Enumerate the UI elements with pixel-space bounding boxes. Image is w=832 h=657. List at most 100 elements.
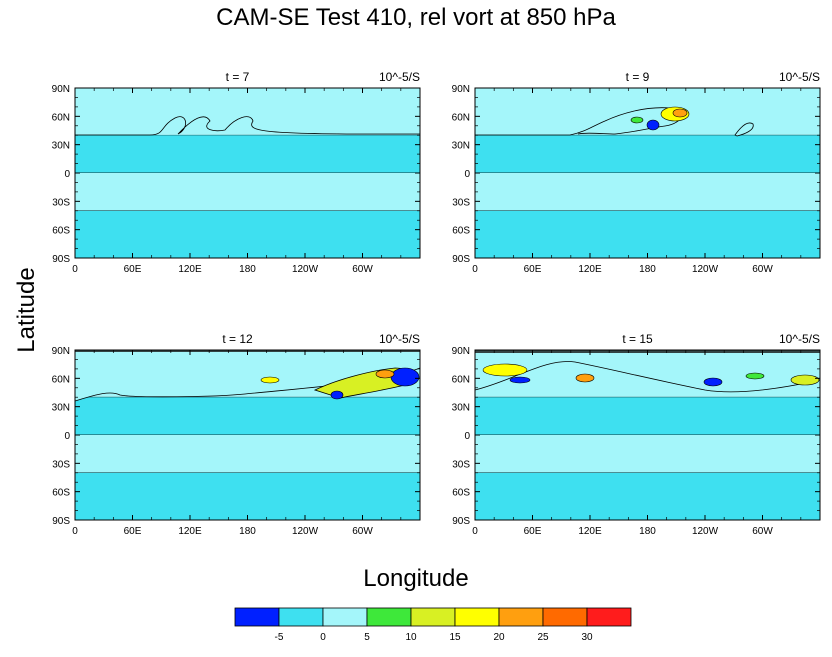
y-tick-label: 30S — [52, 197, 70, 208]
x-tick-label: 120E — [178, 526, 202, 537]
x-tick-label: 60E — [524, 526, 542, 537]
vortex-feature — [482, 363, 528, 377]
vortex-feature — [75, 116, 420, 136]
colorbar-label: 10 — [405, 632, 417, 643]
vortex-features — [75, 116, 420, 136]
vortex-feature — [260, 376, 280, 384]
vortex-features — [475, 106, 754, 137]
y-tick-label: 90S — [452, 254, 470, 265]
y-tick-label: 60N — [452, 374, 470, 385]
vortex-feature — [509, 376, 531, 384]
vortex-feature — [745, 372, 765, 380]
y-tick-label: 90S — [52, 254, 70, 265]
colorbar-label: 20 — [493, 632, 505, 643]
y-tick-label: 0 — [464, 431, 470, 442]
vorticity-band-4 — [75, 210, 420, 258]
vortex-feature — [375, 369, 395, 379]
vortex-feature — [575, 373, 595, 383]
y-tick-label: 90S — [452, 516, 470, 527]
vorticity-band-4 — [475, 210, 820, 258]
vortex-feature — [646, 119, 660, 131]
vorticity-band-4 — [75, 472, 420, 520]
vorticity-band-3 — [475, 435, 820, 473]
x-tick-label: 60E — [124, 264, 142, 275]
x-tick-label: 180 — [639, 526, 656, 537]
x-tick-label: 180 — [239, 264, 256, 275]
vorticity-band-3 — [475, 173, 820, 211]
x-tick-label: 60E — [524, 264, 542, 275]
colorbar-swatch — [366, 607, 412, 627]
vortex-feature — [630, 116, 644, 124]
x-axis-label: Longitude — [363, 565, 469, 592]
y-tick-label: 60N — [452, 112, 470, 123]
y-tick-label: 0 — [64, 169, 70, 180]
x-tick-label: 60W — [752, 264, 773, 275]
y-tick-label: 90N — [52, 346, 70, 357]
vorticity-band-2 — [75, 397, 420, 435]
colorbar-swatch — [322, 607, 368, 627]
panel-time-label: t = 15 — [622, 332, 653, 346]
colorbar-swatch — [586, 607, 632, 627]
x-tick-label: 60W — [352, 264, 373, 275]
y-tick-label: 90N — [452, 346, 470, 357]
panel-time-label: t = 12 — [222, 332, 253, 346]
x-tick-label: 0 — [72, 526, 78, 537]
vortex-feature — [734, 122, 754, 137]
colorbar-swatch — [410, 607, 456, 627]
vorticity-band-2 — [475, 135, 820, 173]
x-tick-label: 120E — [578, 264, 602, 275]
colorbar-swatch — [542, 607, 588, 627]
vorticity-band-4 — [475, 472, 820, 520]
colorbar-label: 0 — [320, 632, 326, 643]
vortex-feature — [703, 377, 723, 387]
y-tick-label: 30N — [452, 141, 470, 152]
panel-time-label: t = 9 — [626, 70, 650, 84]
x-tick-label: 120E — [178, 264, 202, 275]
y-tick-label: 30N — [52, 141, 70, 152]
y-tick-label: 60S — [452, 488, 470, 499]
colorbar-swatch — [234, 607, 280, 627]
y-tick-label: 0 — [64, 431, 70, 442]
vortex-feature — [330, 390, 344, 400]
y-tick-label: 30S — [452, 197, 470, 208]
panel-units-label: 10^-5/S — [779, 332, 820, 346]
colorbar: -5 0 5 10 15 20 25 30 — [234, 607, 632, 643]
x-tick-label: 120W — [692, 264, 719, 275]
vorticity-band-2 — [75, 135, 420, 173]
x-tick-label: 0 — [472, 264, 478, 275]
x-tick-label: 120W — [292, 526, 319, 537]
y-tick-label: 90S — [52, 516, 70, 527]
vortex-feature — [390, 367, 420, 387]
y-tick-label: 60N — [52, 374, 70, 385]
y-tick-label: 30N — [452, 403, 470, 414]
colorbar-label: -5 — [275, 632, 284, 643]
x-tick-label: 180 — [639, 264, 656, 275]
panel-units-label: 10^-5/S — [379, 70, 420, 84]
x-tick-label: 180 — [239, 526, 256, 537]
y-tick-label: 90N — [52, 84, 70, 95]
colorbar-label: 30 — [581, 632, 593, 643]
y-tick-label: 30S — [452, 459, 470, 470]
x-tick-label: 120E — [578, 526, 602, 537]
y-tick-label: 0 — [464, 169, 470, 180]
vorticity-band-3 — [75, 435, 420, 473]
colorbar-swatch — [278, 607, 324, 627]
colorbar-label: 15 — [449, 632, 461, 643]
x-tick-label: 60E — [124, 526, 142, 537]
y-tick-label: 60S — [52, 226, 70, 237]
y-tick-label: 30S — [52, 459, 70, 470]
x-tick-label: 60W — [352, 526, 373, 537]
y-tick-label: 60S — [52, 488, 70, 499]
colorbar-swatch — [454, 607, 500, 627]
figure-title: CAM-SE Test 410, rel vort at 850 hPa — [216, 4, 616, 31]
colorbar-label: 25 — [537, 632, 549, 643]
vortex-feature — [672, 108, 688, 118]
vorticity-band-3 — [75, 173, 420, 211]
y-tick-label: 60N — [52, 112, 70, 123]
panel-time-label: t = 7 — [226, 70, 250, 84]
